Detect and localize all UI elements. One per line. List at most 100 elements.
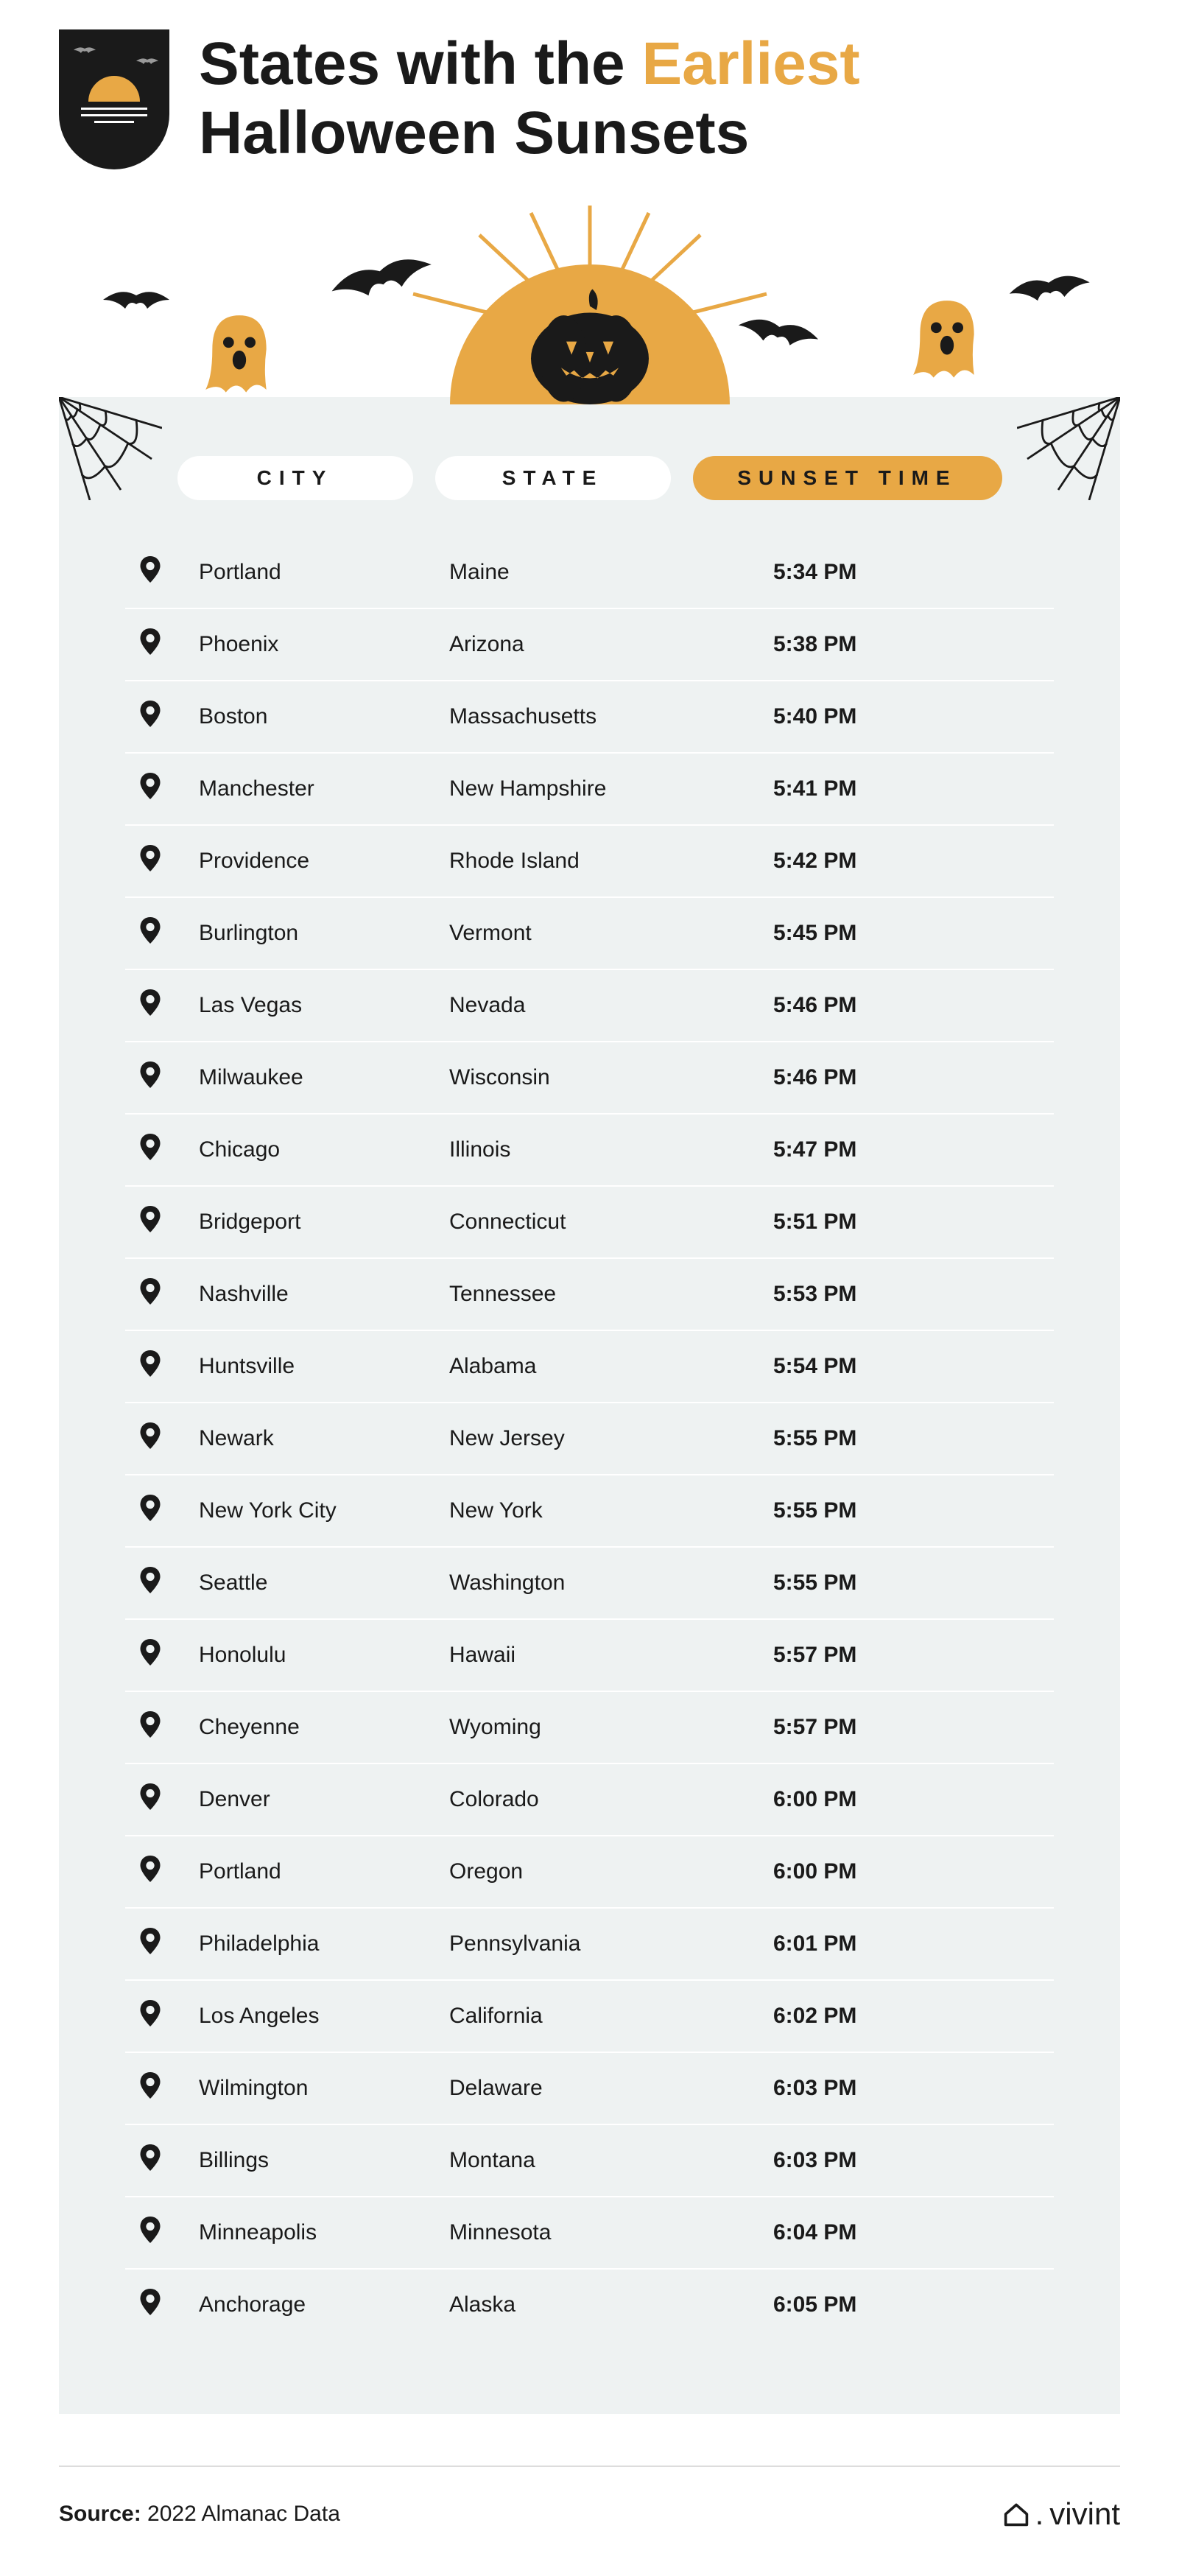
bat-icon xyxy=(74,44,96,63)
city-cell: Honolulu xyxy=(199,1643,449,1668)
state-cell: Pennsylvania xyxy=(449,1931,729,1956)
hero-illustration xyxy=(59,198,1120,404)
state-cell: Delaware xyxy=(449,2076,729,2101)
map-pin-icon xyxy=(140,2217,161,2243)
city-cell: Billings xyxy=(199,2148,449,2173)
state-cell: Nevada xyxy=(449,993,729,1018)
footer-divider xyxy=(59,2466,1120,2467)
time-cell: 5:57 PM xyxy=(729,1643,1039,1668)
map-pin-icon xyxy=(140,1422,161,1449)
state-cell: Massachusetts xyxy=(449,704,729,729)
bat-icon xyxy=(326,245,439,321)
time-cell: 5:53 PM xyxy=(729,1282,1039,1307)
house-icon xyxy=(1003,2501,1030,2527)
brand-logo: .vivint xyxy=(1003,2496,1120,2532)
data-card: CITY STATE SUNSET TIME PortlandMaine5:34… xyxy=(59,397,1120,2414)
pin-cell xyxy=(140,1856,199,1888)
table-row: SeattleWashington5:55 PM xyxy=(125,1548,1054,1620)
map-pin-icon xyxy=(140,773,161,799)
table-row: MilwaukeeWisconsin5:46 PM xyxy=(125,1042,1054,1115)
time-cell: 6:00 PM xyxy=(729,1859,1039,1884)
pin-cell xyxy=(140,2289,199,2321)
time-cell: 5:54 PM xyxy=(729,1354,1039,1379)
time-cell: 5:46 PM xyxy=(729,1065,1039,1090)
table-row: PhoenixArizona5:38 PM xyxy=(125,609,1054,681)
bat-icon xyxy=(1007,266,1094,317)
table-row: CheyenneWyoming5:57 PM xyxy=(125,1692,1054,1764)
map-pin-icon xyxy=(140,1278,161,1305)
pin-cell xyxy=(140,1783,199,1816)
map-pin-icon xyxy=(140,1711,161,1738)
table-row: PhiladelphiaPennsylvania6:01 PM xyxy=(125,1909,1054,1981)
city-cell: Chicago xyxy=(199,1137,449,1162)
city-cell: Seattle xyxy=(199,1570,449,1596)
floating-decorations xyxy=(59,198,1120,404)
table-row: AnchorageAlaska6:05 PM xyxy=(125,2270,1054,2340)
pin-cell xyxy=(140,2144,199,2177)
pin-cell xyxy=(140,2000,199,2032)
table-row: ProvidenceRhode Island5:42 PM xyxy=(125,826,1054,898)
state-cell: Tennessee xyxy=(449,1282,729,1307)
time-cell: 5:42 PM xyxy=(729,849,1039,874)
time-cell: 5:47 PM xyxy=(729,1137,1039,1162)
time-cell: 6:04 PM xyxy=(729,2220,1039,2245)
time-cell: 5:57 PM xyxy=(729,1715,1039,1740)
bat-icon xyxy=(734,309,821,362)
city-cell: Portland xyxy=(199,1859,449,1884)
state-cell: Colorado xyxy=(449,1787,729,1812)
map-pin-icon xyxy=(140,1783,161,1810)
table-row: BillingsMontana6:03 PM xyxy=(125,2125,1054,2197)
pin-cell xyxy=(140,1928,199,1960)
state-cell: Washington xyxy=(449,1570,729,1596)
time-cell: 5:51 PM xyxy=(729,1210,1039,1235)
map-pin-icon xyxy=(140,2289,161,2315)
map-pin-icon xyxy=(140,701,161,727)
state-cell: Arizona xyxy=(449,632,729,657)
header-time: SUNSET TIME xyxy=(693,456,1002,500)
pin-cell xyxy=(140,1422,199,1455)
map-pin-icon xyxy=(140,1061,161,1088)
table-row: BostonMassachusetts5:40 PM xyxy=(125,681,1054,754)
state-cell: Wisconsin xyxy=(449,1065,729,1090)
city-cell: Wilmington xyxy=(199,2076,449,2101)
brand-name: vivint xyxy=(1049,2496,1120,2532)
city-cell: Bridgeport xyxy=(199,1210,449,1235)
map-pin-icon xyxy=(140,2000,161,2026)
table-row: MinneapolisMinnesota6:04 PM xyxy=(125,2197,1054,2270)
map-pin-icon xyxy=(140,989,161,1016)
city-cell: Nashville xyxy=(199,1282,449,1307)
time-cell: 5:55 PM xyxy=(729,1426,1039,1451)
ghost-icon xyxy=(199,309,280,403)
table-row: HuntsvilleAlabama5:54 PM xyxy=(125,1331,1054,1403)
title-prefix: States with the xyxy=(199,30,641,97)
city-cell: Manchester xyxy=(199,776,449,801)
source-text: Source: 2022 Almanac Data xyxy=(59,2502,340,2527)
time-cell: 5:46 PM xyxy=(729,993,1039,1018)
time-cell: 5:55 PM xyxy=(729,1498,1039,1523)
time-cell: 5:41 PM xyxy=(729,776,1039,801)
table-row: ManchesterNew Hampshire5:41 PM xyxy=(125,754,1054,826)
pin-cell xyxy=(140,773,199,805)
city-cell: Philadelphia xyxy=(199,1931,449,1956)
map-pin-icon xyxy=(140,2144,161,2171)
time-cell: 6:05 PM xyxy=(729,2292,1039,2317)
map-pin-icon xyxy=(140,2072,161,2099)
map-pin-icon xyxy=(140,1928,161,1954)
header-city: CITY xyxy=(177,456,413,500)
pin-cell xyxy=(140,628,199,661)
city-cell: Anchorage xyxy=(199,2292,449,2317)
state-cell: California xyxy=(449,2004,729,2029)
time-cell: 6:03 PM xyxy=(729,2148,1039,2173)
time-cell: 6:03 PM xyxy=(729,2076,1039,2101)
table-row: BurlingtonVermont5:45 PM xyxy=(125,898,1054,970)
table-row: NashvilleTennessee5:53 PM xyxy=(125,1259,1054,1331)
map-pin-icon xyxy=(140,556,161,583)
state-cell: Montana xyxy=(449,2148,729,2173)
pin-cell xyxy=(140,2217,199,2249)
pin-cell xyxy=(140,1061,199,1094)
state-cell: Hawaii xyxy=(449,1643,729,1668)
state-cell: Illinois xyxy=(449,1137,729,1162)
time-cell: 5:38 PM xyxy=(729,632,1039,657)
pin-cell xyxy=(140,2072,199,2105)
city-cell: Denver xyxy=(199,1787,449,1812)
